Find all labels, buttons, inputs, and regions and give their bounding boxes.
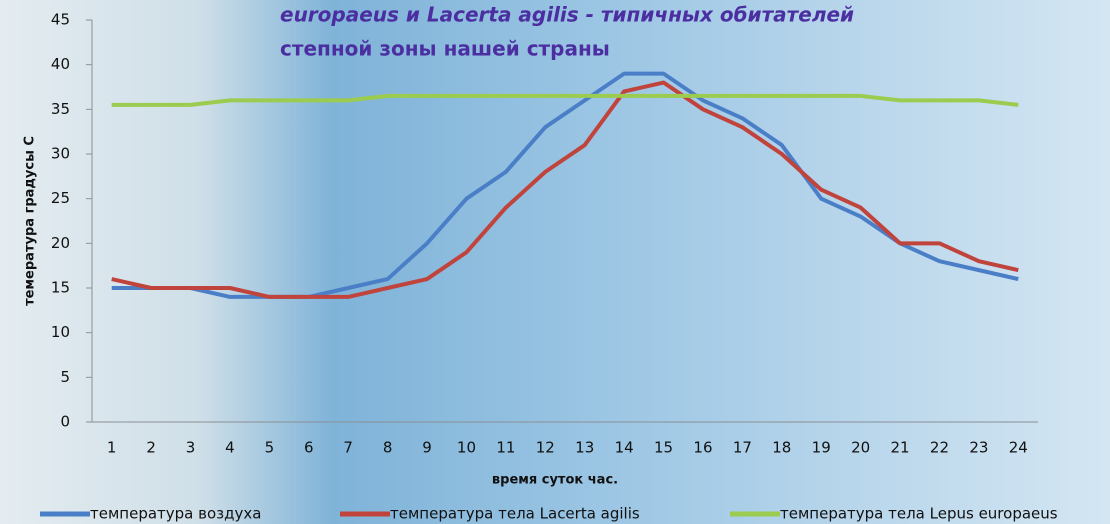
y-tick-label: 45 xyxy=(51,11,70,29)
chart: europaeus и Lacerta agilis - типичных об… xyxy=(0,0,1110,524)
x-tick-label: 24 xyxy=(1009,439,1028,457)
x-tick-label: 11 xyxy=(496,439,515,457)
x-tick-label: 17 xyxy=(733,439,752,457)
y-tick-label: 25 xyxy=(51,189,70,207)
legend-label: температура тела Lepus europaeus xyxy=(780,505,1058,523)
y-tick-label: 30 xyxy=(51,145,70,163)
x-tick-label: 15 xyxy=(654,439,673,457)
series-line xyxy=(112,96,1019,105)
x-tick-label: 3 xyxy=(186,439,196,457)
x-tick-label: 14 xyxy=(615,439,634,457)
x-tick-label: 16 xyxy=(693,439,712,457)
x-tick-label: 1 xyxy=(107,439,117,457)
x-tick-label: 9 xyxy=(422,439,432,457)
x-tick-label: 7 xyxy=(343,439,353,457)
x-tick-label: 5 xyxy=(265,439,275,457)
y-tick-label: 0 xyxy=(60,413,70,431)
y-tick-label: 35 xyxy=(51,100,70,118)
y-tick-label: 5 xyxy=(60,368,70,386)
x-tick-label: 4 xyxy=(225,439,235,457)
chart-title: степной зоны нашей страны xyxy=(280,37,610,61)
x-tick-label: 10 xyxy=(457,439,476,457)
legend-label: температура воздуха xyxy=(90,505,261,523)
x-tick-label: 21 xyxy=(890,439,909,457)
x-tick-label: 8 xyxy=(383,439,393,457)
y-tick-label: 10 xyxy=(51,323,70,341)
y-tick-label: 15 xyxy=(51,279,70,297)
x-tick-label: 22 xyxy=(930,439,949,457)
x-tick-label: 12 xyxy=(536,439,555,457)
x-tick-label: 20 xyxy=(851,439,870,457)
y-tick-label: 20 xyxy=(51,234,70,252)
x-tick-label: 13 xyxy=(575,439,594,457)
legend-label: температура тела Lacerta agilis xyxy=(390,505,640,523)
y-axis-label: темература градусы С xyxy=(23,136,38,306)
x-tick-label: 2 xyxy=(146,439,156,457)
y-tick-label: 40 xyxy=(51,55,70,73)
x-axis-label: время суток час. xyxy=(492,473,618,488)
x-tick-label: 6 xyxy=(304,439,314,457)
series-line xyxy=(112,74,1019,297)
x-tick-label: 19 xyxy=(812,439,831,457)
x-tick-label: 18 xyxy=(772,439,791,457)
chart-title: europaeus и Lacerta agilis - типичных об… xyxy=(280,3,854,27)
x-tick-label: 23 xyxy=(969,439,988,457)
